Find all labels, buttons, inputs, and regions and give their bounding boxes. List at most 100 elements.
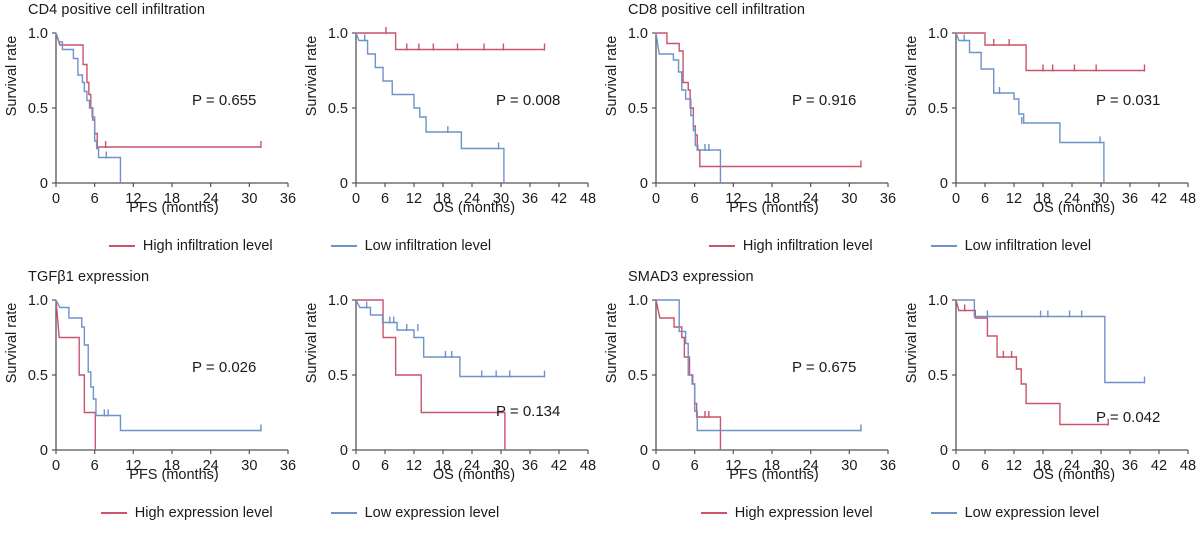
- y-tick-label: 0: [640, 443, 648, 459]
- km-plot-os_smad3: 0 6 12 18 24 30 36 42 48 0 0.5 1.0 Survival rate OS (…: [900, 287, 1200, 497]
- legend-label: High infiltration level: [742, 238, 873, 254]
- p-value-annotation: P = 0.026: [192, 359, 257, 376]
- x-tick-label: 30: [1093, 191, 1109, 207]
- legend-label: Low expression level: [364, 505, 500, 521]
- legend-item: High infiltration level: [708, 238, 873, 254]
- km-curve: [356, 299, 506, 450]
- y-axis-label: Survival rate: [304, 302, 320, 384]
- legend: High infiltration level Low infiltration …: [0, 232, 600, 260]
- x-tick-label: 0: [352, 458, 360, 474]
- panel-group-title: CD4 positive cell infiltration: [28, 2, 206, 18]
- x-tick-label: 6: [91, 191, 99, 207]
- y-tick-label: 0.5: [928, 101, 948, 117]
- km-curve: [955, 299, 1109, 426]
- km-curve: [55, 299, 261, 432]
- x-axis-label: OS (months): [1032, 467, 1116, 483]
- x-tick-label: 0: [52, 191, 60, 207]
- x-tick-label: 24: [1064, 458, 1080, 474]
- plot-canvas: 0 6 12 18 24 30 36 42 48 0 0.5 1.0: [928, 26, 1196, 207]
- km-curve: [655, 299, 722, 450]
- plot-canvas: 0 6 12 18 24 30 36 0 0.5 1.0: [628, 293, 896, 474]
- x-tick-label: 24: [803, 191, 819, 207]
- x-tick-label: 6: [981, 458, 989, 474]
- legend-label: Low expression level: [964, 505, 1100, 521]
- legend-label: High infiltration level: [142, 238, 273, 254]
- x-tick-label: 30: [493, 458, 509, 474]
- legend-item: High expression level: [700, 505, 873, 521]
- x-tick-label: 42: [1151, 458, 1167, 474]
- y-tick-label: 0: [40, 176, 48, 192]
- legend-line-icon: [930, 512, 957, 514]
- km-curve: [355, 299, 545, 378]
- x-tick-label: 12: [406, 191, 422, 207]
- x-tick-label: 6: [381, 458, 389, 474]
- x-tick-label: 24: [803, 458, 819, 474]
- legend-item: Low infiltration level: [930, 238, 1091, 254]
- p-value-annotation: P = 0.042: [1096, 409, 1161, 426]
- x-tick-label: 18: [1035, 458, 1051, 474]
- x-tick-label: 30: [841, 191, 857, 207]
- x-tick-label: 18: [164, 458, 180, 474]
- legend: High expression level Low expression leve…: [600, 499, 1200, 527]
- panel-group-3: TGFβ1 expression 0 6 12 18 24 30 36 0 0.5 1.0 Survi…: [0, 267, 600, 534]
- legend-label: High expression level: [134, 505, 273, 521]
- p-value-annotation: P = 0.008: [496, 92, 561, 109]
- x-tick-label: 30: [241, 191, 257, 207]
- legend-line-icon: [100, 512, 127, 514]
- x-axis-label: PFS (months): [129, 200, 219, 216]
- x-tick-label: 6: [691, 191, 699, 207]
- y-tick-label: 1.0: [628, 293, 648, 309]
- km-curve: [955, 32, 1105, 183]
- km-curve: [356, 32, 545, 51]
- km-plot-pfs_smad3: 0 6 12 18 24 30 36 0 0.5 1.0 Survival rate PFS (mon…: [600, 287, 900, 497]
- x-axis-label: OS (months): [432, 467, 516, 483]
- km-curve: [956, 32, 1145, 72]
- y-tick-label: 0: [640, 176, 648, 192]
- x-tick-label: 6: [981, 191, 989, 207]
- km-plot-os_tgfb1: 0 6 12 18 24 30 36 42 48 0 0.5 1.0 Survival rate OS (…: [300, 287, 600, 497]
- x-tick-label: 6: [691, 458, 699, 474]
- x-tick-label: 0: [352, 191, 360, 207]
- y-tick-label: 0: [340, 176, 348, 192]
- y-tick-label: 0.5: [28, 101, 48, 117]
- legend-line-icon: [330, 512, 357, 514]
- km-plot-pfs_cd4: 0 6 12 18 24 30 36 0 0.5 1.0 Survival rate PFS (mon…: [0, 20, 300, 230]
- panel-group-4: SMAD3 expression 0 6 12 18 24 30 36 0 0.5 1.0 Survi…: [600, 267, 1200, 534]
- x-tick-label: 36: [522, 191, 538, 207]
- legend-line-icon: [108, 245, 135, 247]
- x-tick-label: 36: [1122, 191, 1138, 207]
- legend-item: Low expression level: [330, 505, 500, 521]
- legend-label: High expression level: [734, 505, 873, 521]
- panel-group-title: TGFβ1 expression: [28, 269, 150, 285]
- x-tick-label: 18: [1035, 191, 1051, 207]
- y-tick-label: 0: [940, 176, 948, 192]
- x-tick-label: 36: [522, 458, 538, 474]
- p-value-annotation: P = 0.655: [192, 92, 257, 109]
- x-tick-label: 24: [1064, 191, 1080, 207]
- y-tick-label: 1.0: [928, 293, 948, 309]
- y-tick-label: 1.0: [28, 26, 48, 42]
- panel-group-2: CD8 positive cell infiltration 0 6 12 18 24 30…: [600, 0, 1200, 267]
- plot-canvas: 0 6 12 18 24 30 36 42 48 0 0.5 1.0: [928, 293, 1196, 474]
- x-tick-label: 30: [1093, 458, 1109, 474]
- x-tick-label: 30: [841, 458, 857, 474]
- km-plot-pfs_tgfb1: 0 6 12 18 24 30 36 0 0.5 1.0 Survival rate PFS (mon…: [0, 287, 300, 497]
- x-tick-label: 48: [1180, 191, 1196, 207]
- p-value-annotation: P = 0.675: [792, 359, 857, 376]
- plot-canvas: 0 6 12 18 24 30 36 42 48 0 0.5 1.0: [328, 293, 596, 474]
- x-tick-label: 24: [464, 191, 480, 207]
- plot-canvas: 0 6 12 18 24 30 36 0 0.5 1.0: [28, 26, 296, 207]
- km-curve: [355, 32, 505, 183]
- y-tick-label: 0.5: [928, 368, 948, 384]
- x-tick-label: 18: [435, 458, 451, 474]
- panel-group-1: CD4 positive cell infiltration 0 6 12 18 24 30…: [0, 0, 600, 267]
- x-tick-label: 12: [125, 458, 141, 474]
- x-tick-label: 12: [725, 458, 741, 474]
- y-axis-label: Survival rate: [604, 35, 620, 117]
- legend-line-icon: [708, 245, 735, 247]
- km-curve: [55, 32, 122, 183]
- x-tick-label: 42: [1151, 191, 1167, 207]
- plot-canvas: 0 6 12 18 24 30 36 0 0.5 1.0: [28, 293, 296, 474]
- legend-item: High infiltration level: [108, 238, 273, 254]
- km-plot-os_cd4: 0 6 12 18 24 30 36 42 48 0 0.5 1.0 Survival rate OS (…: [300, 20, 600, 230]
